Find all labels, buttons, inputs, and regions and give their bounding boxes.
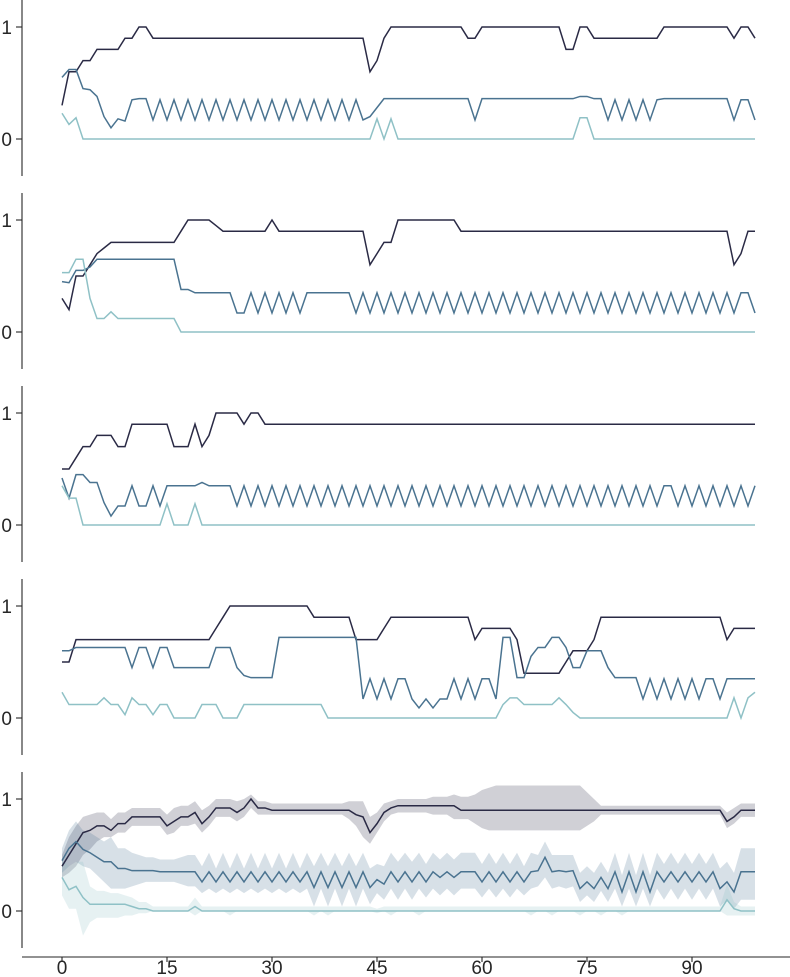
y-tick-label: 0 <box>1 516 12 537</box>
panel-1: 01 <box>1 0 756 176</box>
x-tick-label: 15 <box>156 958 177 977</box>
x-tick-label: 30 <box>261 958 282 977</box>
panel-3: 01 <box>1 386 756 562</box>
y-tick-label: 0 <box>1 709 12 730</box>
series-line-1 <box>61 218 755 312</box>
x-tick-label: 60 <box>471 958 492 977</box>
panel-2: 01 <box>1 193 756 369</box>
series-line-1 <box>61 797 755 867</box>
x-tick-label: 75 <box>576 958 597 977</box>
confidence-band-1 <box>62 785 755 878</box>
panel-5: 0 1 0 15 30 45 60 75 90 <box>1 772 790 977</box>
series-line-2 <box>61 258 756 316</box>
x-tick-label: 90 <box>681 958 702 977</box>
series-line-2 <box>61 68 756 130</box>
y-tick-label: 0 <box>1 323 12 344</box>
series-line-3 <box>61 877 755 912</box>
series-line-2 <box>61 473 756 518</box>
series-line-1 <box>62 605 755 674</box>
series-line-2 <box>61 840 755 895</box>
y-tick-label: 1 <box>1 790 12 811</box>
series-line-1 <box>62 412 755 470</box>
series-line-3 <box>62 258 755 333</box>
y-tick-label: 1 <box>1 18 12 39</box>
y-tick-label: 1 <box>1 404 12 425</box>
panel-4: 01 <box>1 579 756 755</box>
y-tick-label: 0 <box>1 130 12 151</box>
confidence-band-2 <box>62 821 755 909</box>
series-line-2 <box>62 636 755 710</box>
y-tick-label: 0 <box>1 902 12 923</box>
x-tick-label: 45 <box>366 958 387 977</box>
x-tick-label: 0 <box>57 958 68 977</box>
series-line-3 <box>61 112 755 142</box>
y-tick-label: 1 <box>1 211 12 232</box>
y-tick-label: 1 <box>1 597 12 618</box>
series-line-3 <box>61 691 756 721</box>
series-line-1 <box>61 26 756 106</box>
series-line-3 <box>61 485 755 526</box>
